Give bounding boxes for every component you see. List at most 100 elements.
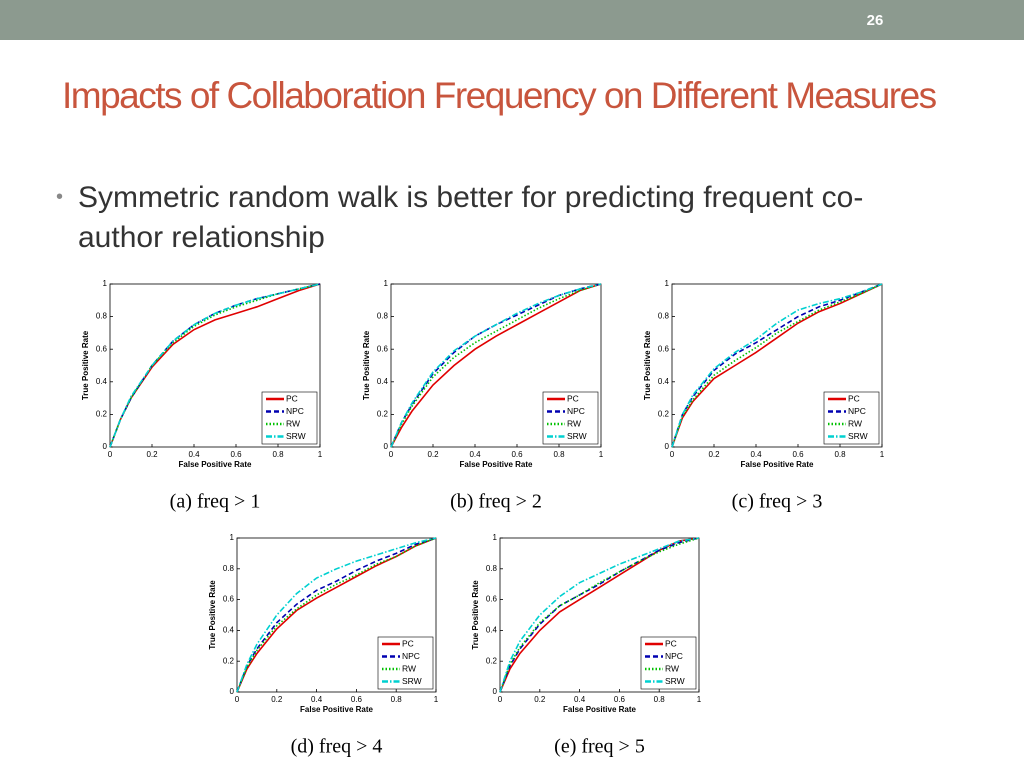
roc-line: [390, 283, 602, 448]
legend-label: NPC: [402, 651, 420, 661]
slide-title: Impacts of Collaboration Frequency on Di…: [62, 75, 937, 116]
y-axis-label: True Positive Rate: [208, 580, 217, 650]
x-tick-label: 0: [235, 695, 240, 704]
legend-label: RW: [665, 663, 679, 673]
y-tick-label: 0: [665, 442, 670, 451]
y-tick-label: 0: [103, 442, 108, 451]
x-tick-label: 0.8: [553, 450, 565, 459]
y-tick-label: 0.4: [486, 626, 498, 635]
y-tick-label: 0.6: [486, 595, 498, 604]
y-tick-label: 0.6: [96, 344, 108, 353]
y-tick-label: 1: [493, 533, 498, 542]
x-axis-label: False Positive Rate: [563, 705, 636, 714]
chart: 0 0.2 0.4 0.6 0.8 1 0 0.2 0.4 0.6 0.8 1 False Positi…: [643, 279, 885, 512]
x-tick-label: 0.8: [272, 450, 284, 459]
legend-label: SRW: [286, 431, 306, 441]
y-tick-label: 1: [103, 279, 108, 288]
y-tick-label: 0.2: [96, 410, 108, 419]
x-tick-label: 1: [599, 450, 604, 459]
y-tick-label: 1: [665, 279, 670, 288]
legend-label: SRW: [402, 676, 422, 686]
legend-label: NPC: [567, 406, 585, 416]
chart-caption: (b) freq > 2: [450, 491, 542, 513]
y-tick-label: 0.4: [96, 377, 108, 386]
bullet-text: Symmetric random walk is better for pred…: [78, 181, 864, 254]
x-tick-label: 0: [498, 695, 503, 704]
y-tick-label: 0.8: [223, 564, 235, 573]
x-tick-label: 0.2: [708, 450, 720, 459]
y-tick-label: 0.2: [223, 656, 235, 665]
x-axis-label: False Positive Rate: [300, 705, 373, 714]
legend-label: PC: [567, 393, 579, 403]
x-tick-label: 0.4: [469, 450, 481, 459]
roc-line: [390, 283, 602, 448]
x-axis-label: False Positive Rate: [460, 460, 533, 469]
x-tick-label: 0.6: [792, 450, 804, 459]
x-tick-label: 0: [108, 450, 113, 459]
x-tick-label: 0: [389, 450, 394, 459]
y-tick-label: 1: [384, 279, 389, 288]
chart: 0 0.2 0.4 0.6 0.8 1 0 0.2 0.4 0.6 0.8 1 False Positi…: [471, 533, 702, 757]
x-tick-label: 1: [318, 450, 323, 459]
y-axis-label: True Positive Rate: [471, 580, 480, 650]
legend-label: NPC: [665, 651, 683, 661]
x-tick-label: 0.4: [574, 695, 586, 704]
y-tick-label: 0.8: [658, 312, 670, 321]
chart-caption: (e) freq > 5: [554, 736, 645, 758]
x-tick-label: 1: [434, 695, 439, 704]
legend-label: PC: [286, 393, 298, 403]
legend-label: RW: [402, 663, 416, 673]
x-tick-label: 0.6: [614, 695, 626, 704]
roc-line: [499, 537, 700, 693]
y-tick-label: 0.6: [658, 344, 670, 353]
x-axis-label: False Positive Rate: [741, 460, 814, 469]
chart: 0 0.2 0.4 0.6 0.8 1 0 0.2 0.4 0.6 0.8 1 False Positi…: [81, 279, 323, 512]
y-tick-label: 0.8: [377, 312, 389, 321]
x-tick-label: 0.4: [188, 450, 200, 459]
y-tick-label: 0.8: [486, 564, 498, 573]
y-tick-label: 0.2: [377, 410, 389, 419]
legend-label: PC: [402, 638, 414, 648]
legend-label: NPC: [848, 406, 866, 416]
x-tick-label: 0.2: [271, 695, 283, 704]
chart: 0 0.2 0.4 0.6 0.8 1 0 0.2 0.4 0.6 0.8 1 False Positi…: [362, 279, 604, 512]
header-bar: [0, 0, 1024, 40]
y-tick-label: 0: [493, 687, 498, 696]
roc-line: [236, 537, 437, 693]
y-tick-label: 0.2: [486, 656, 498, 665]
legend-label: PC: [665, 638, 677, 648]
x-tick-label: 0.2: [534, 695, 546, 704]
y-tick-label: 0.4: [223, 626, 235, 635]
legend-label: SRW: [567, 431, 587, 441]
x-tick-label: 1: [880, 450, 885, 459]
slide-number: 26: [866, 12, 884, 29]
y-tick-label: 0.2: [658, 410, 670, 419]
chart: 0 0.2 0.4 0.6 0.8 1 0 0.2 0.4 0.6 0.8 1 False Positi…: [208, 533, 439, 757]
roc-line: [671, 283, 883, 448]
x-tick-label: 0.4: [311, 695, 323, 704]
legend-label: PC: [848, 393, 860, 403]
legend-label: RW: [848, 418, 862, 428]
legend-label: SRW: [665, 676, 685, 686]
y-tick-label: 0.6: [377, 344, 389, 353]
chart-caption: (c) freq > 3: [732, 491, 823, 513]
x-tick-label: 0.2: [146, 450, 158, 459]
y-axis-label: True Positive Rate: [362, 330, 371, 400]
x-tick-label: 0.8: [654, 695, 666, 704]
chart-caption: (d) freq > 4: [291, 736, 383, 758]
x-tick-label: 0.6: [351, 695, 363, 704]
x-tick-label: 0.4: [750, 450, 762, 459]
roc-line: [109, 283, 321, 448]
roc-line: [671, 283, 883, 448]
y-tick-label: 0.4: [658, 377, 670, 386]
y-axis-label: True Positive Rate: [643, 330, 652, 400]
y-axis-label: True Positive Rate: [81, 330, 90, 400]
y-tick-label: 0: [230, 687, 235, 696]
y-tick-label: 0.8: [96, 312, 108, 321]
legend-label: SRW: [848, 431, 868, 441]
x-tick-label: 0.8: [834, 450, 846, 459]
x-tick-label: 0.6: [511, 450, 523, 459]
legend-label: RW: [286, 418, 300, 428]
roc-line: [236, 537, 437, 693]
